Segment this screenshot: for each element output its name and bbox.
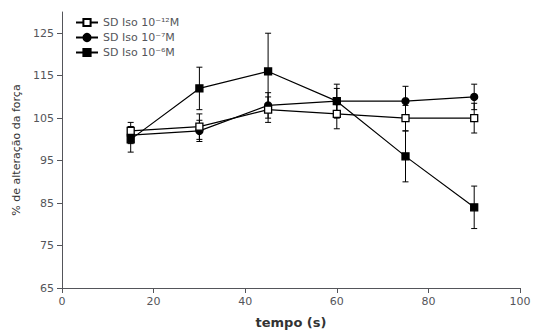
svg-text:115: 115 (33, 69, 54, 82)
svg-text:SD Iso 10⁻¹²M: SD Iso 10⁻¹²M (103, 16, 179, 29)
svg-text:60: 60 (330, 295, 344, 308)
svg-text:tempo (s): tempo (s) (256, 315, 327, 330)
svg-text:100: 100 (510, 295, 531, 308)
svg-text:0: 0 (59, 295, 66, 308)
svg-text:75: 75 (40, 239, 54, 252)
svg-text:40: 40 (238, 295, 252, 308)
svg-text:125: 125 (33, 27, 54, 40)
svg-text:65: 65 (40, 282, 54, 295)
svg-text:20: 20 (147, 295, 161, 308)
svg-text:SD Iso 10⁻⁶M: SD Iso 10⁻⁶M (103, 46, 175, 59)
svg-text:85: 85 (40, 197, 54, 210)
svg-text:95: 95 (40, 154, 54, 167)
svg-text:% de alteração da força: % de alteração da força (10, 84, 23, 215)
svg-text:105: 105 (33, 112, 54, 125)
svg-text:SD Iso 10⁻⁷M: SD Iso 10⁻⁷M (103, 31, 175, 44)
svg-text:80: 80 (421, 295, 435, 308)
